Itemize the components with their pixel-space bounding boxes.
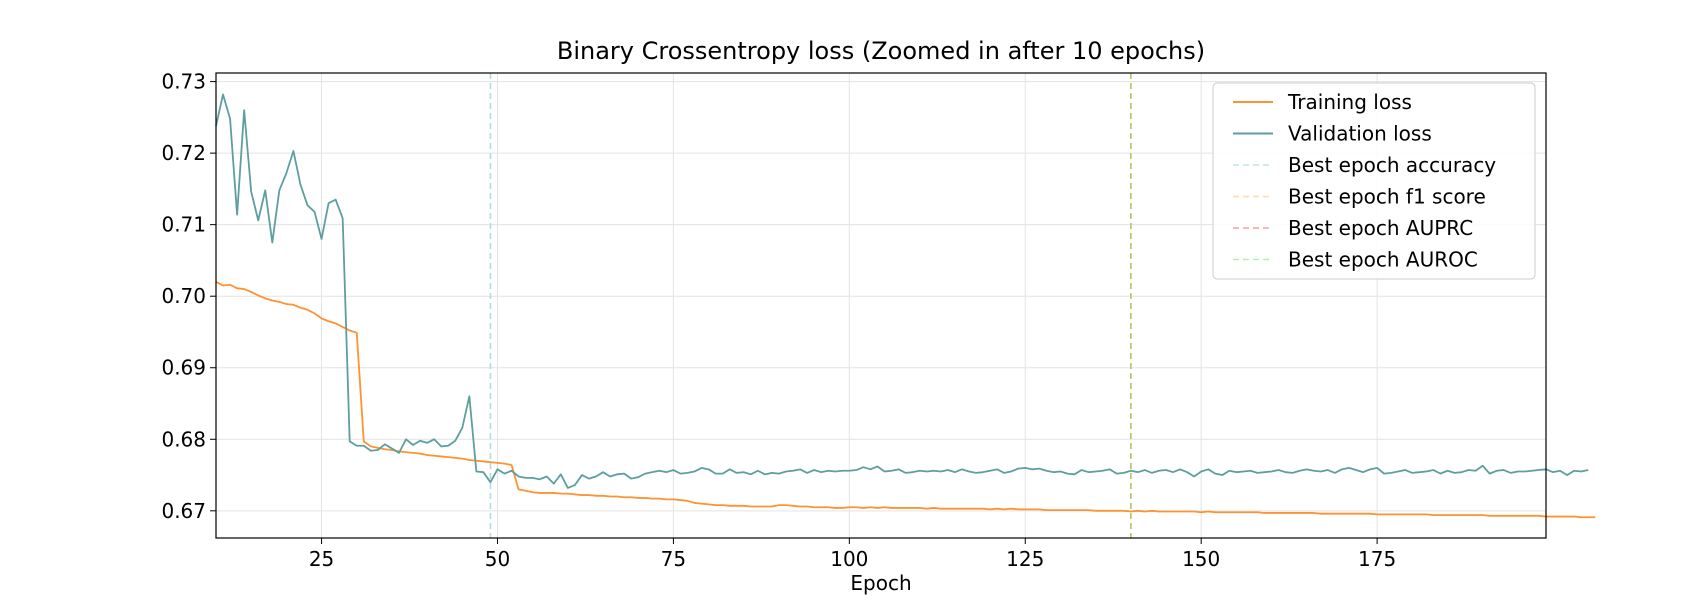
plot-frame (215, 72, 1547, 539)
legend-box (1212, 82, 1536, 280)
series-line-validation-loss (215, 93, 1589, 489)
x-tick-label: 100 (830, 547, 868, 571)
x-axis-label: Epoch (850, 571, 911, 595)
y-tick-label: 0.67 (161, 499, 206, 523)
legend-label: Best epoch f1 score (1288, 185, 1486, 209)
legend-label: Validation loss (1288, 122, 1432, 146)
x-tick-label: 150 (1182, 547, 1220, 571)
y-tick-label: 0.70 (161, 284, 206, 308)
y-axis-ticks: 0.67 0.68 0.69 0.70 0.71 0.72 0.73 (161, 70, 216, 523)
best-epoch-lines (489, 73, 1132, 538)
legend-label: Training loss (1287, 90, 1412, 114)
series-line-training-loss (215, 281, 1596, 519)
x-tick-label: 175 (1358, 547, 1396, 571)
x-tick-label: 125 (1006, 547, 1044, 571)
series-lines (215, 93, 1596, 519)
y-tick-label: 0.68 (161, 427, 206, 451)
legend-label: Best epoch AUROC (1288, 248, 1478, 272)
x-tick-label: 75 (661, 547, 686, 571)
chart-title: Binary Crossentropy loss (Zoomed in afte… (557, 37, 1205, 65)
legend-label: Best epoch AUPRC (1288, 216, 1473, 240)
x-tick-label: 50 (485, 547, 510, 571)
legend-label: Best epoch accuracy (1288, 153, 1496, 177)
y-tick-label: 0.69 (161, 356, 206, 380)
x-tick-label: 25 (309, 547, 334, 571)
x-axis-ticks: 25 50 75 100 125 150 175 (309, 538, 1396, 571)
y-tick-label: 0.73 (161, 70, 206, 94)
legend: Training loss Validation loss Best epoch a… (1212, 82, 1536, 280)
y-tick-label: 0.71 (161, 213, 206, 237)
y-tick-label: 0.72 (161, 141, 206, 165)
